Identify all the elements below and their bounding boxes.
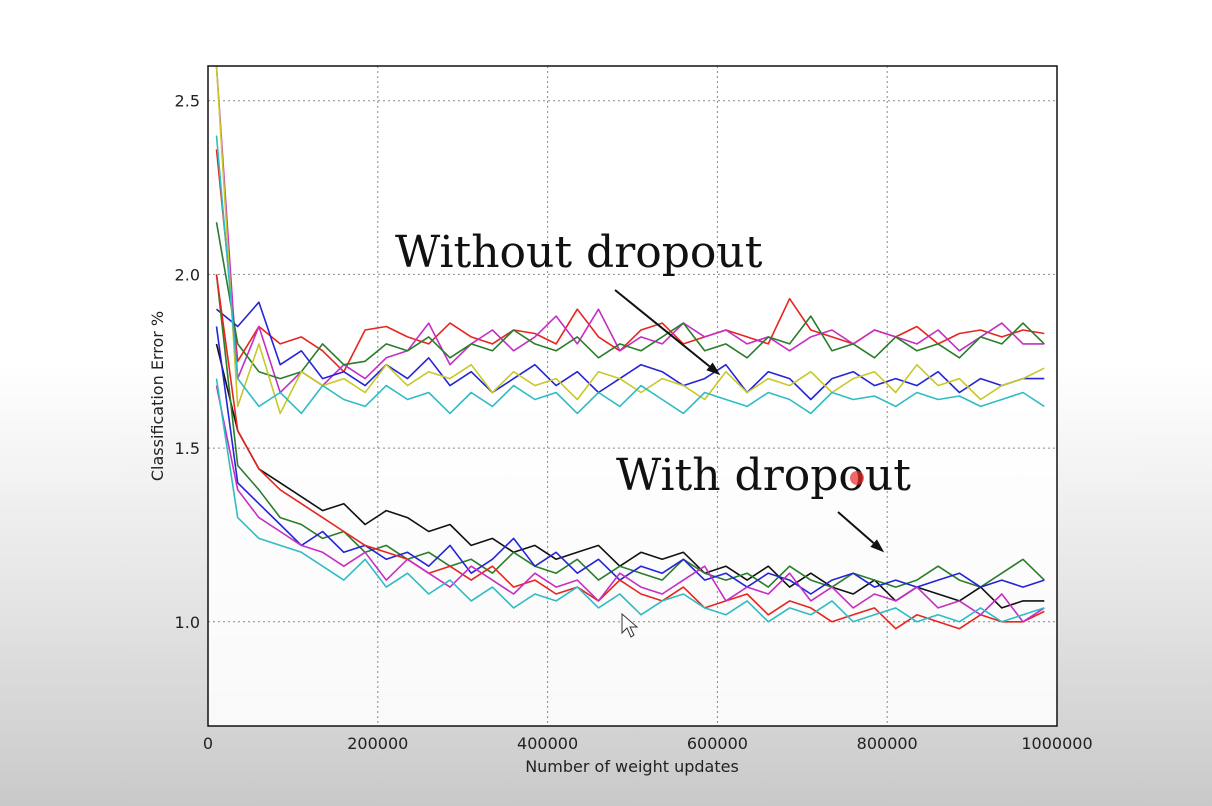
annotation-without-dropout: Without dropout bbox=[395, 227, 763, 278]
x-tick-label: 600000 bbox=[687, 734, 748, 753]
x-tick-label: 400000 bbox=[517, 734, 578, 753]
x-tick-label: 1000000 bbox=[1021, 734, 1092, 753]
arrowhead-without-dropout bbox=[706, 362, 721, 376]
y-tick-label: 2.0 bbox=[175, 265, 200, 284]
series-group bbox=[215, 66, 1045, 630]
series-line-without-dropout-3 bbox=[215, 301, 1045, 401]
x-tick-label: 800000 bbox=[857, 734, 918, 753]
plot-frame bbox=[207, 65, 1058, 727]
x-tick-label: 200000 bbox=[347, 734, 408, 753]
series-line-without-dropout-2 bbox=[215, 222, 1045, 380]
series-line-without-dropout-5 bbox=[215, 135, 1045, 415]
y-tick-label: 1.5 bbox=[175, 439, 200, 458]
x-axis-label: Number of weight updates bbox=[525, 757, 739, 776]
series-line-with-dropout-8 bbox=[215, 326, 1045, 595]
mouse-cursor-icon bbox=[621, 612, 639, 638]
series-line-with-dropout-11 bbox=[215, 378, 1045, 623]
x-tick-label: 0 bbox=[203, 734, 213, 753]
y-axis: 1.0 1.5 2.0 2.5 bbox=[175, 92, 200, 632]
x-axis: 0 200000 400000 600000 800000 1000000 bbox=[203, 734, 1093, 753]
series-line-without-dropout-1 bbox=[215, 66, 1045, 394]
y-axis-label: Classification Error % bbox=[148, 311, 167, 481]
arrowhead-with-dropout bbox=[870, 539, 885, 553]
y-tick-label: 2.5 bbox=[175, 92, 200, 111]
annotation-arrow-without-dropout bbox=[614, 289, 711, 368]
series-line-without-dropout-0 bbox=[215, 149, 1045, 373]
series-line-with-dropout-9 bbox=[215, 274, 1045, 630]
series-line-without-dropout-4 bbox=[215, 66, 1045, 415]
laser-pointer-dot bbox=[850, 471, 864, 485]
y-tick-label: 1.0 bbox=[175, 613, 200, 632]
annotation-arrow-with-dropout bbox=[837, 511, 875, 544]
annotation-with-dropout: With dropout bbox=[616, 450, 911, 501]
series-line-with-dropout-10 bbox=[215, 385, 1045, 623]
